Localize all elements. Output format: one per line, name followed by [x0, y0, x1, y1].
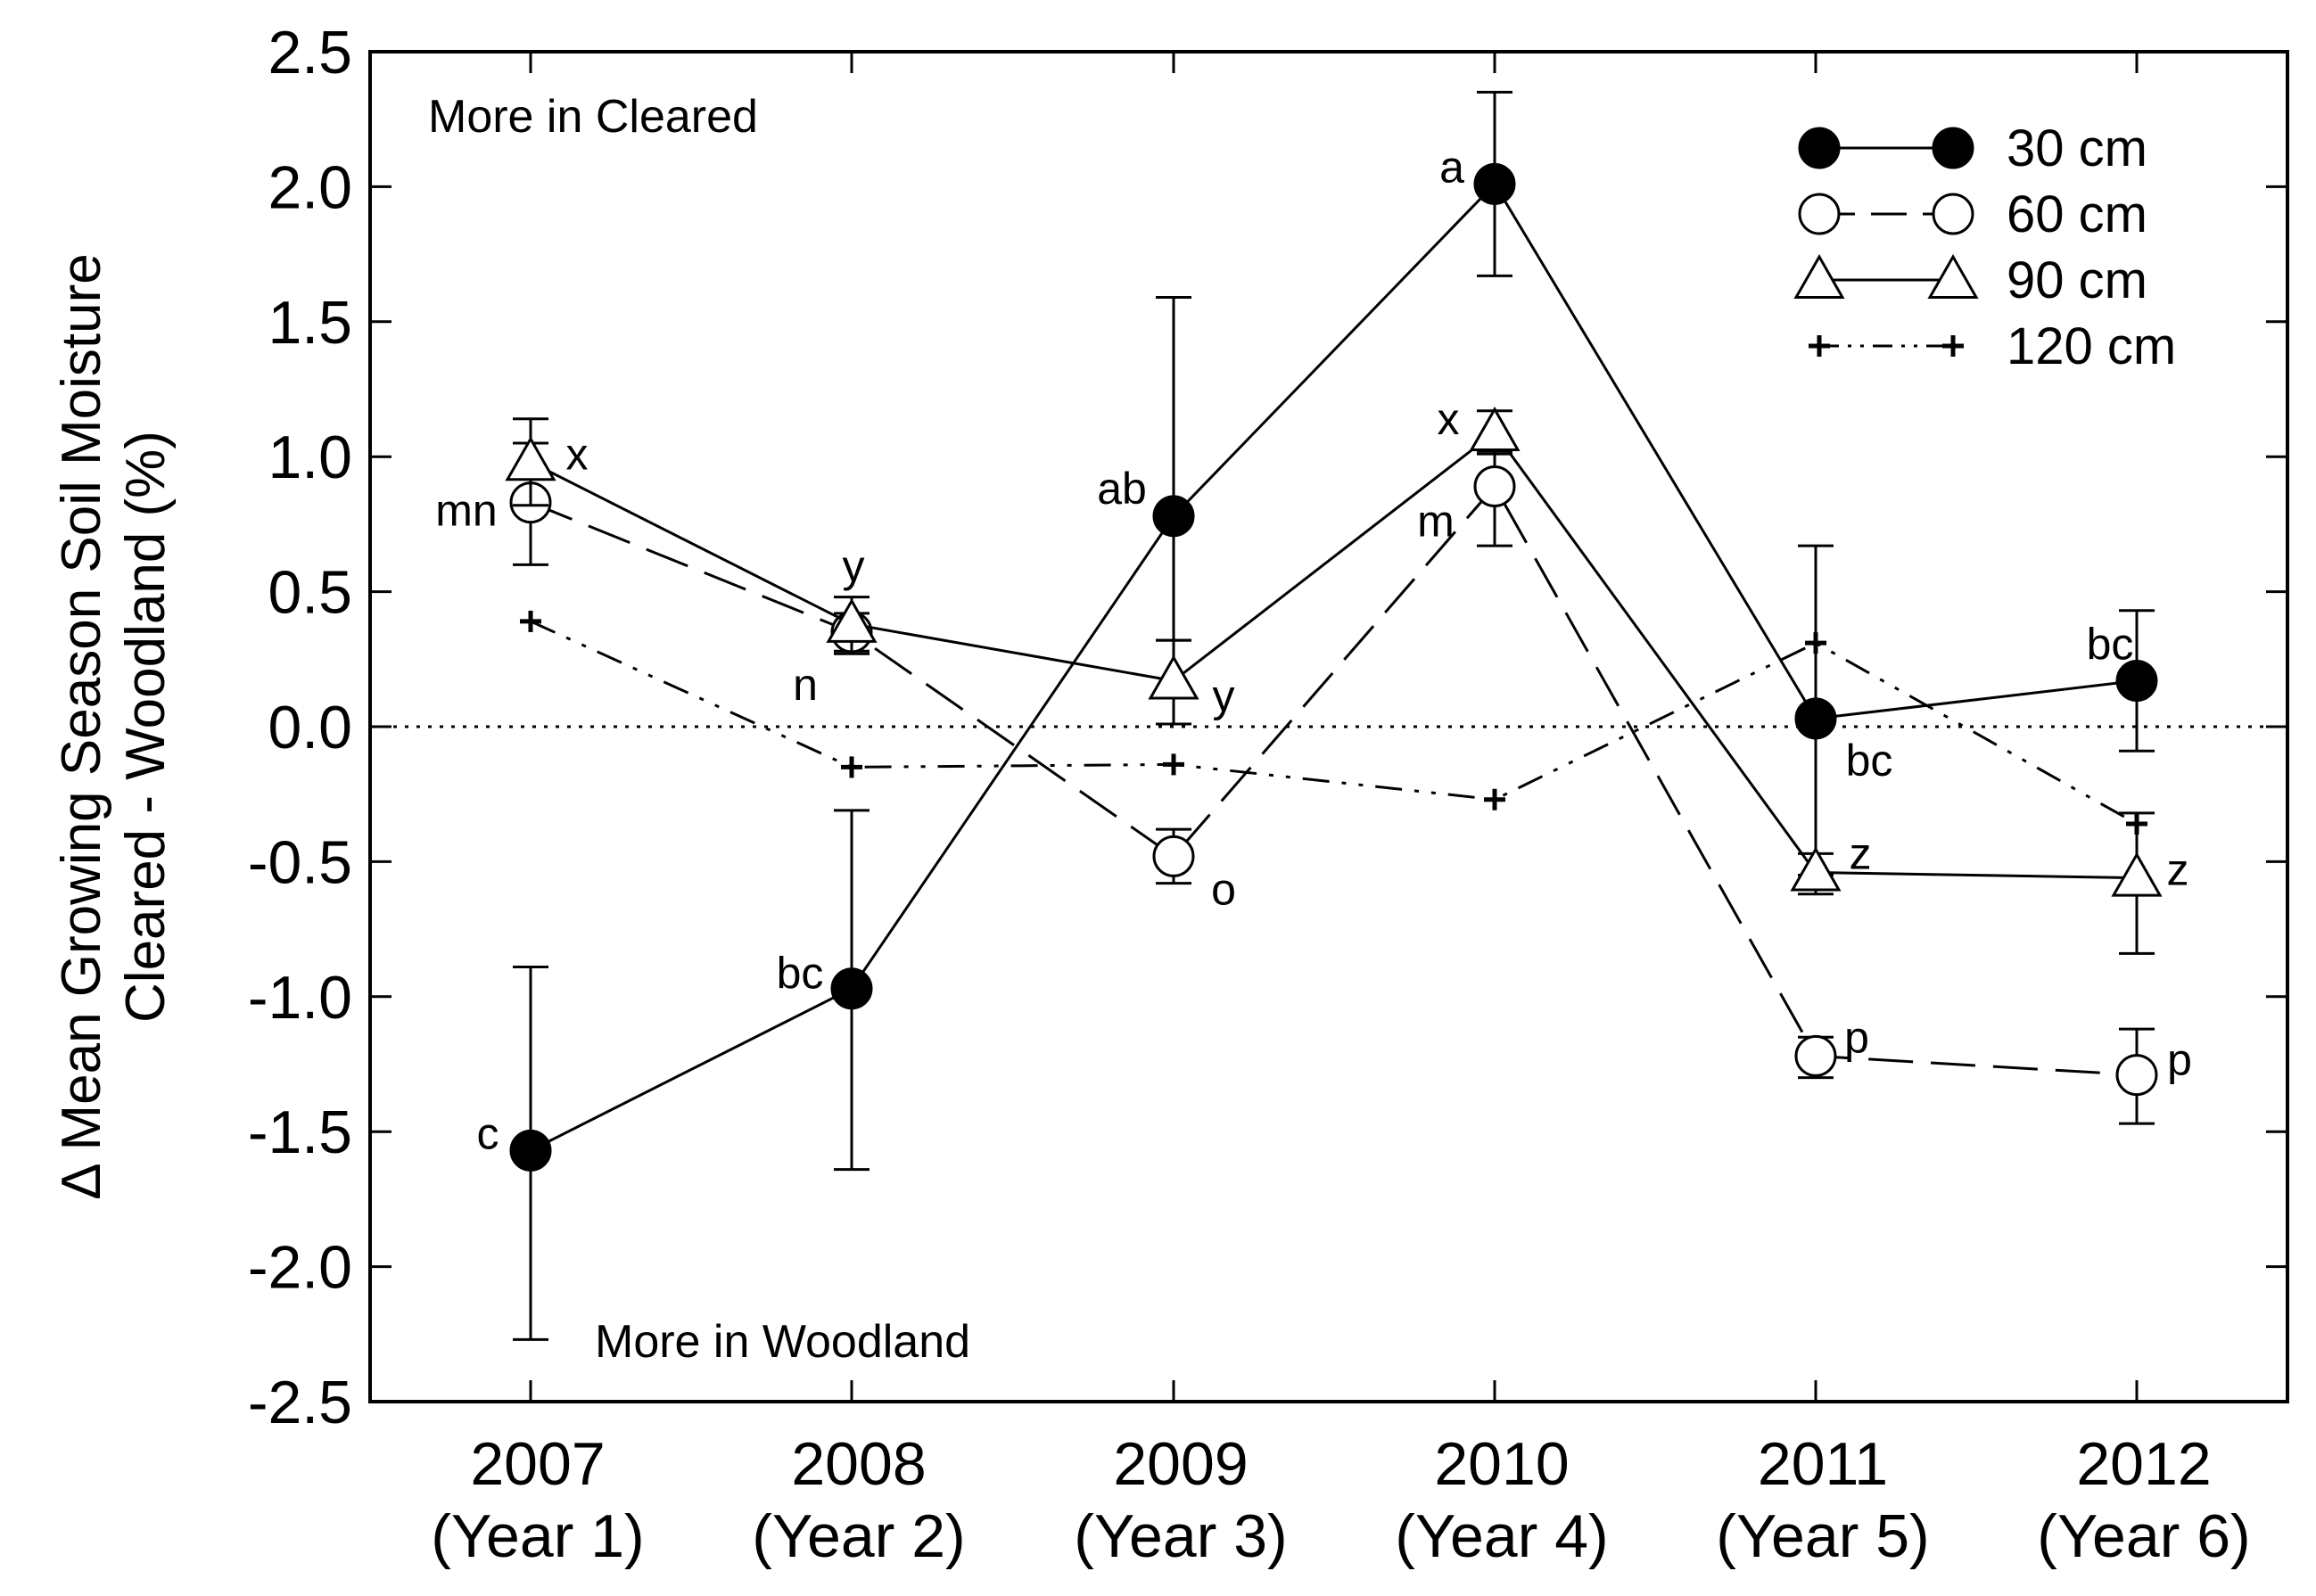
- data-point-90cm: [1148, 654, 1199, 700]
- x-tick-year: 2012: [2076, 1430, 2211, 1498]
- series-line-30cm: [530, 181, 2138, 1152]
- legend-label-120cm: 120 cm: [2007, 317, 2176, 375]
- significance-letter: o: [1211, 864, 1236, 914]
- data-point-30cm: [2115, 660, 2158, 703]
- legend-marker-30cm: [1932, 127, 1974, 169]
- data-point-90cm: [1469, 406, 1521, 451]
- y-tick-label: 0.0: [268, 694, 352, 761]
- y-tick-label: -0.5: [248, 828, 352, 896]
- significance-letter: ab: [1097, 464, 1147, 514]
- data-point-60cm: [2115, 1054, 2158, 1097]
- data-point-90cm: [1790, 846, 1842, 892]
- legend-marker-120cm: [1942, 335, 1964, 357]
- x-tick-year-number: (Year 1): [431, 1502, 644, 1570]
- data-point-90cm: [2111, 851, 2163, 897]
- significance-letter: mn: [435, 486, 497, 536]
- data-point-60cm: [1794, 1034, 1837, 1077]
- data-point-120cm: [2126, 813, 2147, 835]
- y-tick-label: -1.5: [248, 1098, 352, 1166]
- data-point-120cm: [520, 610, 541, 632]
- data-point-120cm: [1805, 632, 1826, 654]
- significance-letter: c: [477, 1108, 499, 1158]
- significance-letter: z: [2167, 845, 2189, 895]
- region-label-woodland: More in Woodland: [595, 1316, 970, 1368]
- x-tick-year: 2009: [1113, 1430, 1248, 1498]
- series-layer: [505, 90, 2163, 1341]
- x-tick-year-number: (Year 4): [1395, 1502, 1608, 1570]
- significance-letter: bc: [2087, 620, 2134, 670]
- data-point-30cm: [1473, 162, 1516, 205]
- significance-letter: bc: [777, 949, 824, 999]
- x-tick-year: 2008: [791, 1430, 926, 1498]
- region-label-cleared: More in Cleared: [428, 91, 758, 143]
- y-tick-label: 0.5: [268, 559, 352, 627]
- data-point-30cm: [830, 967, 873, 1010]
- legend-marker-120cm: [1809, 335, 1830, 357]
- data-point-30cm: [1794, 697, 1837, 740]
- legend-marker-30cm: [1798, 127, 1841, 169]
- legend-marker-60cm: [1798, 193, 1841, 235]
- x-tick-year-number: (Year 6): [2037, 1502, 2250, 1570]
- legend-marker-60cm: [1932, 193, 1974, 235]
- y-tick-label: 2.0: [268, 153, 352, 221]
- significance-letter: p: [1844, 1012, 1869, 1062]
- x-tick-year: 2010: [1434, 1430, 1569, 1498]
- y-tick-label: 1.5: [268, 289, 352, 357]
- legend: 30 cm 60 cm 90 cm 120 cm: [1793, 119, 2176, 375]
- legend-label-60cm: 60 cm: [2007, 185, 2147, 243]
- series-line-120cm: [530, 620, 2138, 826]
- significance-letter: y: [843, 541, 865, 591]
- data-point-90cm: [826, 597, 878, 643]
- significance-letter: x: [566, 429, 589, 479]
- legend-marker-90cm: [1927, 253, 1979, 299]
- significance-letter: m: [1417, 497, 1455, 547]
- legend-label-90cm: 90 cm: [2007, 251, 2147, 309]
- data-point-30cm: [1152, 495, 1195, 538]
- significance-letter: n: [793, 660, 818, 710]
- series-line-60cm: [530, 483, 2138, 1077]
- y-tick-label: -1.0: [248, 964, 352, 1032]
- data-point-60cm: [1473, 465, 1516, 508]
- data-point-90cm: [505, 436, 556, 481]
- significance-letter: bc: [1846, 736, 1893, 786]
- data-point-30cm: [509, 1129, 552, 1172]
- x-tick-year-number: (Year 3): [1074, 1502, 1287, 1570]
- data-point-120cm: [841, 756, 862, 778]
- x-tick-year: 2007: [470, 1430, 605, 1498]
- y-axis-label-line-2: Cleared - Woodland (%): [115, 431, 177, 1023]
- significance-letter: y: [1213, 671, 1235, 721]
- y-axis-label-line-1: Δ Mean Growing Season Soil Moisture: [51, 253, 112, 1199]
- legend-marker-90cm: [1793, 253, 1845, 299]
- y-tick-label: -2.0: [248, 1234, 352, 1302]
- y-tick-label: 1.0: [268, 424, 352, 491]
- significance-letter: p: [2167, 1035, 2192, 1085]
- data-point-120cm: [1484, 788, 1505, 810]
- y-tick-label: -2.5: [248, 1369, 352, 1436]
- x-tick-year: 2011: [1758, 1430, 1888, 1498]
- data-point-60cm: [1152, 835, 1195, 877]
- text-layer: 2.5 2.0 1.5 1.0 0.5 0.0 -0.5 -1.0 -1.5 -2.0 -2.5 20…: [51, 19, 2251, 1570]
- axes-layer: [368, 50, 2289, 1403]
- x-tick-year-number: (Year 5): [1716, 1502, 1929, 1570]
- x-tick-year-number: (Year 2): [752, 1502, 965, 1570]
- significance-letter: a: [1439, 142, 1464, 192]
- data-point-120cm: [1163, 753, 1184, 776]
- legend-label-30cm: 30 cm: [2007, 119, 2147, 177]
- y-tick-label: 2.5: [268, 19, 352, 86]
- series-line-90cm: [530, 430, 2138, 880]
- significance-letter: z: [1850, 829, 1872, 879]
- significance-letter: x: [1438, 394, 1460, 444]
